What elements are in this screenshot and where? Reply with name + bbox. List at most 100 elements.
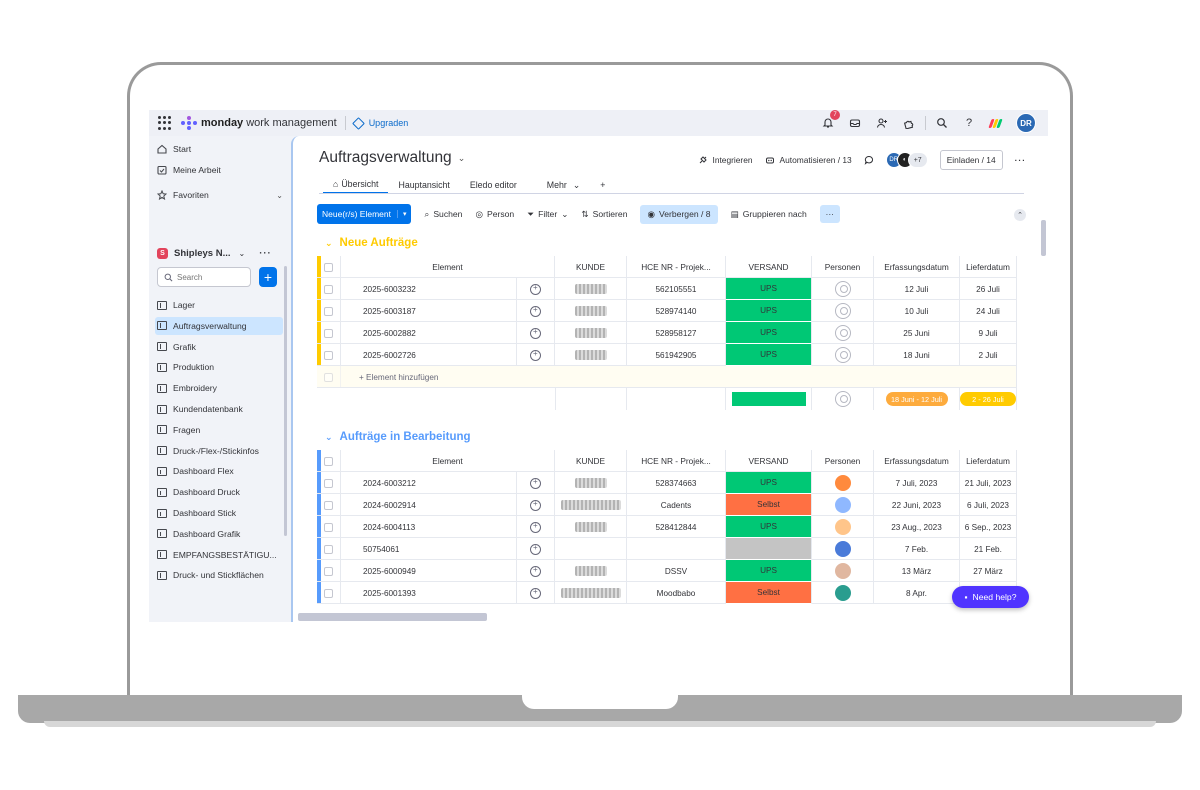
table-row[interactable]: 2025-6002726 561942905 UPS 18 Juni 2 Juli — [317, 344, 1017, 366]
person-placeholder-icon[interactable] — [834, 281, 851, 297]
customer-cell[interactable] — [555, 560, 627, 582]
add-update-icon[interactable] — [530, 283, 541, 295]
add-update-icon[interactable] — [530, 477, 541, 489]
table-row[interactable]: 2025-6003187 528974140 UPS 10 Juli 24 Juli — [317, 300, 1017, 322]
search-icon[interactable] — [935, 116, 949, 130]
upgrade-button[interactable]: Upgraden — [351, 116, 408, 130]
chat-icon[interactable] — [864, 155, 874, 165]
person-avatar[interactable] — [834, 475, 851, 491]
shipping-status-cell[interactable]: Selbst — [726, 494, 812, 516]
row-checkbox[interactable] — [324, 500, 333, 510]
item-name-cell[interactable]: 2024-6003212 — [341, 472, 517, 494]
chevron-down-icon[interactable]: ▾ — [396, 210, 406, 218]
created-date-cell[interactable]: 10 Juli — [874, 300, 960, 322]
sidebar-item-board[interactable]: Auftragsverwaltung — [155, 316, 283, 335]
sidebar-item-board[interactable]: Dashboard Druck — [157, 483, 285, 501]
customer-cell[interactable] — [555, 472, 627, 494]
customer-cell[interactable] — [555, 516, 627, 538]
people-cell[interactable] — [812, 560, 874, 582]
add-update-icon[interactable] — [530, 499, 541, 511]
shipping-status-cell[interactable]: UPS — [726, 516, 812, 538]
row-checkbox[interactable] — [324, 350, 333, 360]
add-button[interactable]: + — [259, 267, 277, 287]
shipping-status-cell[interactable]: UPS — [726, 300, 812, 322]
sidebar-item-board[interactable]: EMPFANGSBESTÄTIGU... — [157, 546, 285, 564]
add-update-icon[interactable] — [530, 521, 541, 533]
people-cell[interactable] — [812, 472, 874, 494]
invite-button[interactable]: Einladen / 14 — [939, 150, 1003, 170]
people-cell[interactable] — [812, 516, 874, 538]
customer-cell[interactable] — [555, 538, 627, 560]
person-placeholder-icon[interactable] — [834, 325, 851, 341]
person-avatar[interactable] — [834, 585, 851, 601]
app-switcher-icon[interactable] — [158, 116, 172, 130]
delivery-date-cell[interactable]: 24 Juli — [960, 300, 1017, 322]
delivery-date-cell[interactable]: 26 Juli — [960, 278, 1017, 300]
group-by-button[interactable]: ▤ Gruppieren nach — [731, 209, 807, 220]
apps-puzzle-icon[interactable] — [902, 116, 916, 130]
created-date-cell[interactable]: 25 Juni — [874, 322, 960, 344]
sidebar-favorites[interactable]: Favoriten ⌄ — [157, 186, 285, 204]
group-title[interactable]: ⌄ Neue Aufträge — [325, 237, 418, 249]
column-header[interactable]: VERSAND — [726, 256, 812, 278]
hce-number-cell[interactable]: 528412844 — [627, 516, 726, 538]
updates-cell[interactable] — [517, 300, 555, 322]
item-name-cell[interactable]: 2025-6003187 — [341, 300, 517, 322]
person-placeholder-icon[interactable] — [834, 303, 851, 319]
sidebar-item-board[interactable]: Lager — [157, 296, 285, 314]
row-select-cell[interactable] — [317, 494, 341, 516]
sidebar-item-board[interactable]: Druck-/Flex-/Stickinfos — [157, 442, 285, 460]
person-avatar[interactable] — [834, 519, 851, 535]
search-input[interactable] — [177, 272, 247, 282]
column-header[interactable]: Element — [341, 450, 555, 472]
shipping-status-cell[interactable]: UPS — [726, 472, 812, 494]
vertical-scrollbar[interactable] — [1041, 220, 1046, 256]
hce-number-cell[interactable]: 528974140 — [627, 300, 726, 322]
sidebar-item-board[interactable]: Dashboard Flex — [157, 462, 285, 480]
column-header[interactable]: KUNDE — [555, 256, 627, 278]
row-select-cell[interactable] — [317, 278, 341, 300]
add-update-icon[interactable] — [530, 327, 541, 339]
column-header[interactable]: VERSAND — [726, 450, 812, 472]
tab-eledo-editor[interactable]: Eledo editor — [460, 176, 527, 194]
hce-number-cell[interactable]: 528374663 — [627, 472, 726, 494]
column-header[interactable]: Lieferdatum — [960, 256, 1017, 278]
sidebar-item-board[interactable]: Produktion — [157, 358, 285, 376]
hide-columns-button[interactable]: ◉ Verbergen / 8 — [640, 204, 718, 224]
chevron-down-icon[interactable]: ⌄ — [325, 431, 333, 442]
item-name-cell[interactable]: 50754061 — [341, 538, 517, 560]
shipping-status-cell[interactable]: UPS — [726, 322, 812, 344]
table-row[interactable]: 2024-6002914 Cadents Selbst 22 Juni, 2023 6 … — [317, 494, 1017, 516]
sidebar-item-board[interactable]: Grafik — [157, 338, 285, 356]
row-select-cell[interactable] — [317, 516, 341, 538]
people-cell[interactable] — [812, 278, 874, 300]
item-name-cell[interactable]: 2025-6002882 — [341, 322, 517, 344]
table-row[interactable]: 2024-6003212 528374663 UPS 7 Juli, 2023 21 J… — [317, 472, 1017, 494]
column-header[interactable]: Lieferdatum — [960, 450, 1017, 472]
need-help-button[interactable]: ▪ Need help? — [952, 586, 1029, 608]
table-row[interactable]: 2024-6004113 528412844 UPS 23 Aug., 2023 6 S… — [317, 516, 1017, 538]
add-view-button[interactable]: + — [590, 176, 615, 194]
person-avatar[interactable] — [834, 497, 851, 513]
hce-number-cell[interactable] — [627, 538, 726, 560]
column-header[interactable]: Personen — [812, 256, 874, 278]
people-cell[interactable] — [812, 582, 874, 604]
customer-cell[interactable] — [555, 278, 627, 300]
person-filter-button[interactable]: ◎ Person — [475, 209, 514, 220]
invite-user-icon[interactable] — [875, 116, 889, 130]
item-name-cell[interactable]: 2024-6004113 — [341, 516, 517, 538]
table-row[interactable]: 2025-6001393 Moodbabo Selbst 8 Apr. — [317, 582, 1017, 604]
delivery-date-cell[interactable]: 9 Juli — [960, 322, 1017, 344]
delivery-date-cell[interactable]: 21 Feb. — [960, 538, 1017, 560]
logo[interactable]: monday work management — [181, 116, 337, 130]
hce-number-cell[interactable]: Moodbabo — [627, 582, 726, 604]
add-update-icon[interactable] — [530, 587, 541, 599]
table-row[interactable]: 2025-6000949 DSSV UPS 13 März 27 März — [317, 560, 1017, 582]
table-row[interactable]: 50754061 7 Feb. 21 Feb. — [317, 538, 1017, 560]
created-date-cell[interactable]: 8 Apr. — [874, 582, 960, 604]
sort-button[interactable]: ⇅ Sortieren — [581, 209, 627, 220]
new-item-button[interactable]: Neue(r/s) Element ▾ — [317, 204, 412, 224]
item-name-cell[interactable]: 2025-6003232 — [341, 278, 517, 300]
board-title-button[interactable]: Auftragsverwaltung ⌄ — [319, 149, 465, 167]
select-all-checkbox[interactable] — [324, 262, 333, 272]
